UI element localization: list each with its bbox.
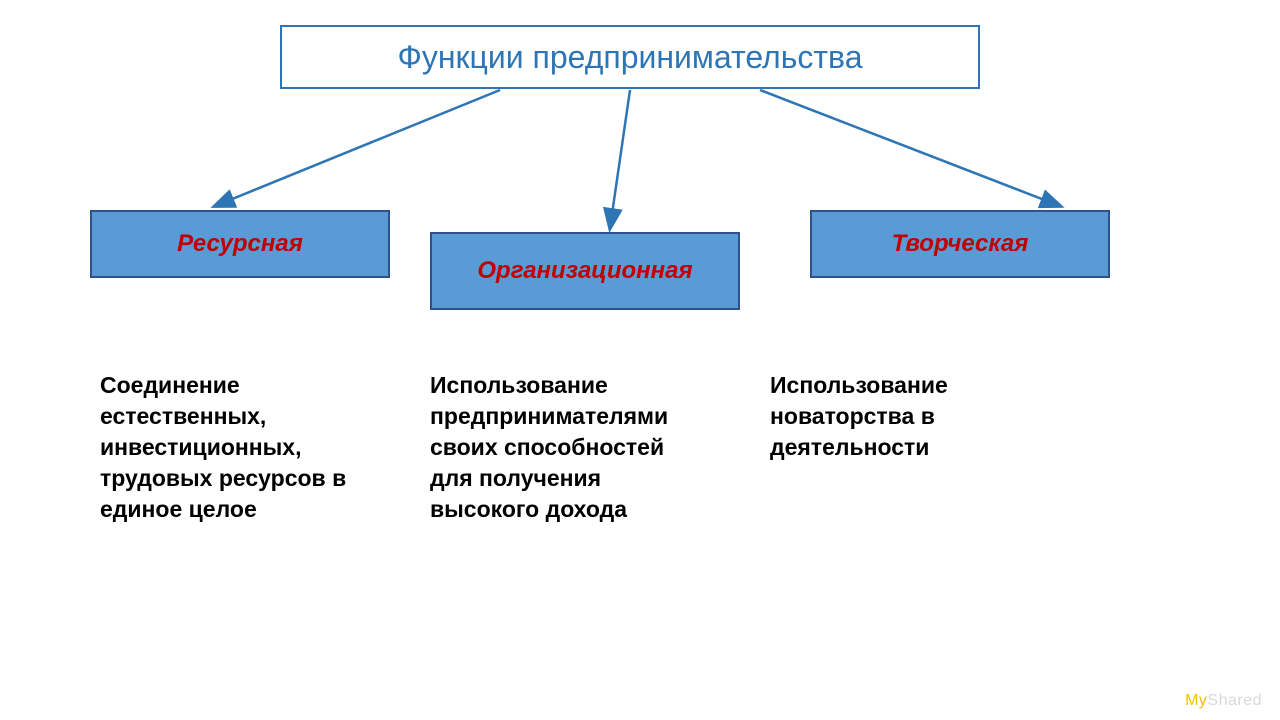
watermark-rest: Shared bbox=[1207, 692, 1262, 709]
title-box: Функции предпринимательства bbox=[280, 25, 980, 89]
diagram-stage: Функции предпринимательства Ресурсная Орг… bbox=[0, 0, 1280, 720]
watermark: MyShared bbox=[1185, 692, 1262, 710]
category-label: Ресурсная bbox=[177, 230, 303, 258]
category-label: Организационная bbox=[477, 257, 692, 285]
category-box-organizational: Организационная bbox=[430, 232, 740, 310]
category-label: Творческая bbox=[892, 230, 1029, 258]
watermark-prefix: My bbox=[1185, 692, 1207, 709]
category-box-creative: Творческая bbox=[810, 210, 1110, 278]
description-organizational-desc: Использование предпринимателями своих сп… bbox=[430, 370, 710, 525]
description-resource-desc: Соединение естественных, инвестиционных,… bbox=[100, 370, 380, 525]
description-creative-desc: Использование новаторства в деятельности bbox=[770, 370, 1030, 463]
arrow-0 bbox=[215, 90, 500, 206]
arrow-2 bbox=[760, 90, 1060, 206]
category-box-resource: Ресурсная bbox=[90, 210, 390, 278]
arrows-layer bbox=[0, 0, 1280, 720]
title-text: Функции предпринимательства bbox=[398, 39, 863, 76]
arrow-1 bbox=[610, 90, 630, 228]
